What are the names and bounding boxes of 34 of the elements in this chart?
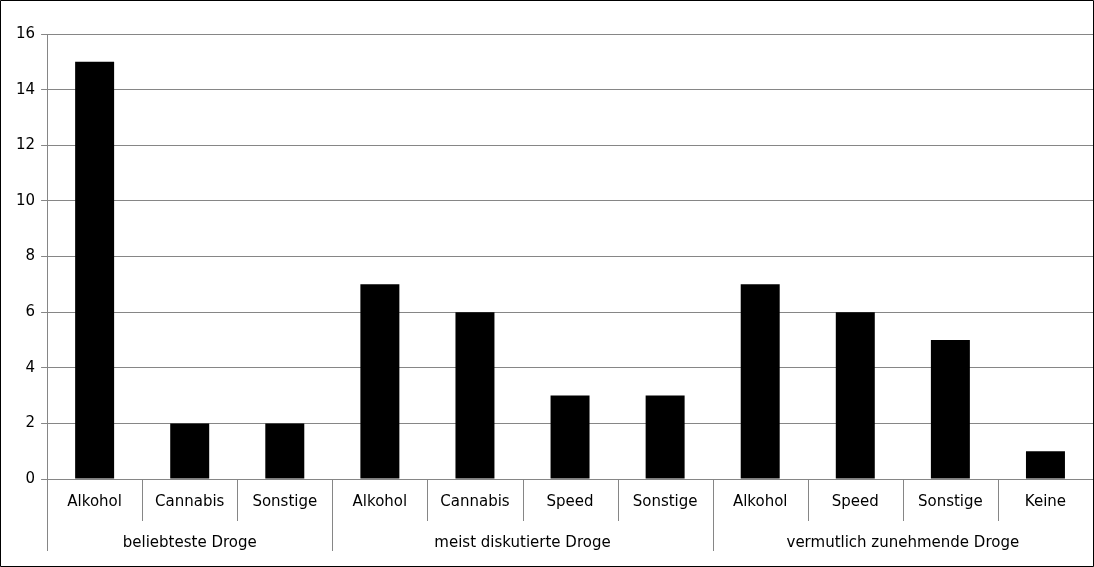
x-tick-label: Speed bbox=[831, 491, 879, 510]
bar bbox=[835, 312, 875, 479]
x-tick-label: Cannabis bbox=[440, 491, 510, 510]
bar bbox=[455, 312, 495, 479]
x-tick-label: Sonstige bbox=[632, 491, 698, 510]
x-tick-label: Alkohol bbox=[67, 491, 122, 510]
y-tick-label: 10 bbox=[15, 190, 36, 209]
y-tick-label: 0 bbox=[25, 468, 36, 487]
bar bbox=[360, 284, 400, 479]
y-tick-label: 4 bbox=[25, 357, 36, 376]
bar bbox=[265, 423, 305, 479]
bar bbox=[75, 61, 115, 479]
x-tick-label: Keine bbox=[1024, 491, 1067, 510]
bar bbox=[1025, 451, 1065, 479]
text: meist diskutierte Droge bbox=[434, 532, 611, 551]
y-tick-label: 12 bbox=[15, 135, 36, 154]
y-tick-label: 8 bbox=[25, 246, 36, 265]
bar bbox=[550, 395, 590, 479]
text: beliebteste Droge bbox=[122, 532, 257, 551]
y-tick-label: 2 bbox=[25, 413, 36, 432]
bar bbox=[170, 423, 210, 479]
x-tick-label: Sonstige bbox=[917, 491, 983, 510]
text: vermutlich zunehmende Droge bbox=[786, 532, 1020, 551]
bar bbox=[930, 339, 970, 479]
bar bbox=[645, 395, 685, 479]
y-tick-label: 14 bbox=[15, 79, 36, 98]
y-tick-label: 6 bbox=[25, 302, 36, 321]
y-tick-label: 16 bbox=[15, 23, 36, 42]
x-tick-label: Speed bbox=[546, 491, 594, 510]
x-tick-label: Alkohol bbox=[352, 491, 408, 510]
x-tick-label: Cannabis bbox=[155, 491, 225, 510]
bar bbox=[740, 284, 780, 479]
x-tick-label: Sonstige bbox=[252, 491, 318, 510]
x-tick-label: Alkohol bbox=[732, 491, 788, 510]
